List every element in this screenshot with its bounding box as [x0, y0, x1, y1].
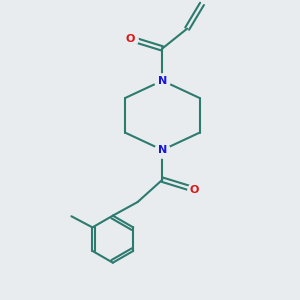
Text: N: N: [158, 76, 167, 85]
Text: O: O: [190, 184, 199, 195]
Text: O: O: [125, 34, 135, 44]
Text: N: N: [158, 145, 167, 155]
